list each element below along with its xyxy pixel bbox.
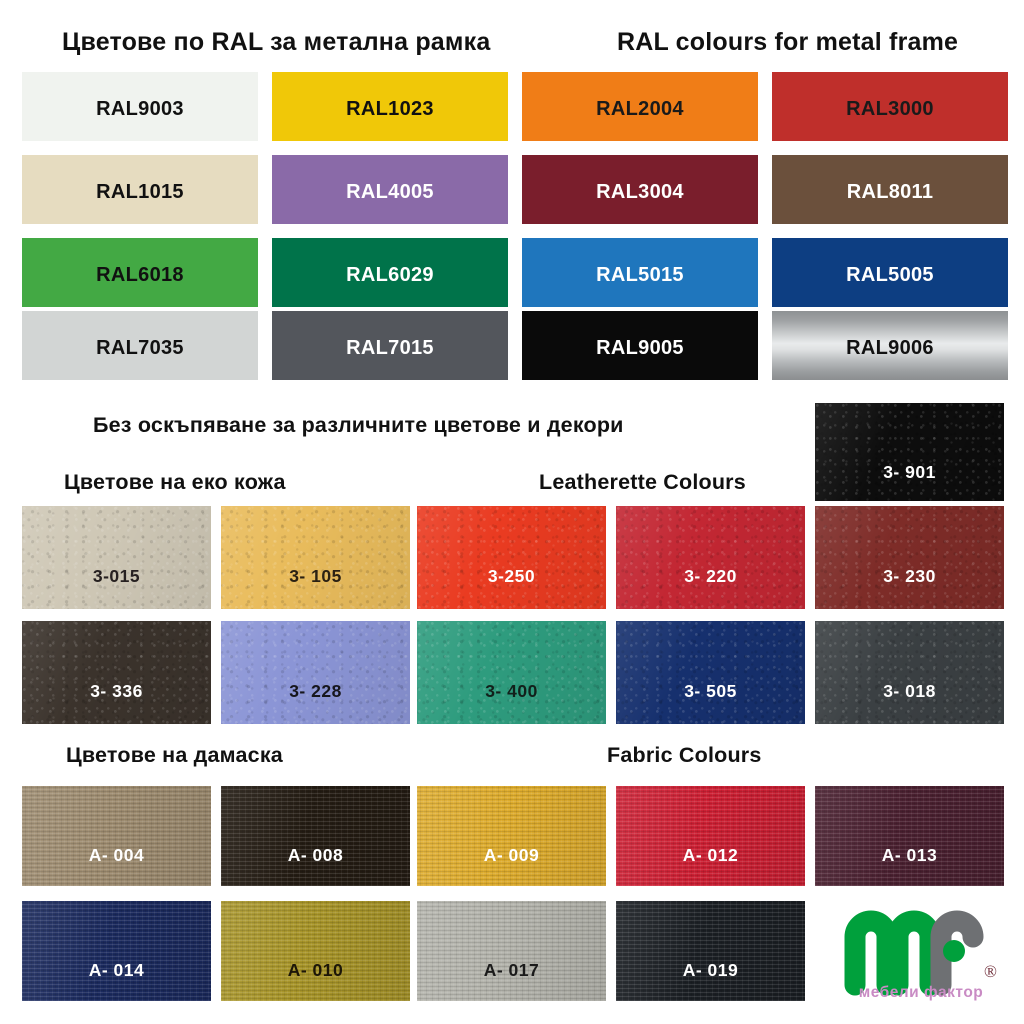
fabric-swatch[interactable]: A- 008 <box>221 786 410 886</box>
swatch-label: A- 019 <box>682 959 739 980</box>
ral-swatch[interactable]: RAL7015 <box>272 311 508 380</box>
swatch-label: A- 017 <box>483 959 540 980</box>
swatch-label: A- 004 <box>88 844 145 865</box>
fabric-swatch[interactable]: A- 004 <box>22 786 211 886</box>
swatch-label: 3- 400 <box>485 680 538 701</box>
swatch-label: 3- 230 <box>883 565 936 586</box>
leatherette-swatch[interactable]: 3- 018 <box>815 621 1004 724</box>
swatch-label: 3-250 <box>487 565 536 586</box>
swatch-label: A- 013 <box>881 844 938 865</box>
fabric-swatch[interactable]: A- 010 <box>221 901 410 1001</box>
swatch-label: RAL2004 <box>596 98 684 120</box>
company-logo[interactable]: ® мебели фактор <box>843 897 1003 1002</box>
ral-swatch[interactable]: RAL6018 <box>22 238 258 307</box>
swatch-label: RAL8011 <box>846 181 934 203</box>
swatch-label: A- 009 <box>483 844 540 865</box>
leatherette-swatch[interactable]: 3- 230 <box>815 506 1004 609</box>
swatch-label: 3- 336 <box>90 680 143 701</box>
ral-heading-en: RAL colours for metal frame <box>617 28 959 56</box>
leatherette-swatch[interactable]: 3- 228 <box>221 621 410 724</box>
swatch-label: A- 010 <box>287 959 344 980</box>
registered-mark: ® <box>984 962 997 981</box>
fabric-heading-bg: Цветове на дамаска <box>66 743 283 767</box>
swatch-label: 3- 220 <box>684 565 737 586</box>
leatherette-swatch[interactable]: 3-015 <box>22 506 211 609</box>
swatch-label: RAL3004 <box>596 181 684 203</box>
swatch-label: RAL5005 <box>846 264 934 286</box>
swatch-label: 3-015 <box>92 565 141 586</box>
ral-swatch[interactable]: RAL3000 <box>772 72 1008 141</box>
leatherette-heading-bg: Цветове на еко кожа <box>64 470 286 494</box>
fabric-heading-en: Fabric Colours <box>607 743 762 767</box>
swatch-label: RAL7015 <box>346 337 434 359</box>
logo-dot <box>943 940 965 962</box>
swatch-label: A- 012 <box>682 844 739 865</box>
swatch-label: RAL9006 <box>846 337 934 359</box>
leatherette-swatch[interactable]: 3- 901 <box>815 403 1004 501</box>
ral-swatch[interactable]: RAL8011 <box>772 155 1008 224</box>
swatch-label: RAL6018 <box>96 264 184 286</box>
swatch-label: 3- 505 <box>684 680 737 701</box>
swatch-label: 3- 105 <box>289 565 342 586</box>
swatch-label: 3- 018 <box>883 680 936 701</box>
leatherette-swatch[interactable]: 3- 505 <box>616 621 805 724</box>
swatch-label: RAL5015 <box>596 264 684 286</box>
fabric-swatch[interactable]: A- 013 <box>815 786 1004 886</box>
swatch-label: RAL9005 <box>596 337 684 359</box>
ral-swatch[interactable]: RAL9003 <box>22 72 258 141</box>
leatherette-swatch[interactable]: 3-250 <box>417 506 606 609</box>
swatch-label: RAL3000 <box>846 98 934 120</box>
ral-swatch[interactable]: RAL1015 <box>22 155 258 224</box>
ral-swatch[interactable]: RAL9006 <box>772 311 1008 380</box>
fabric-swatch[interactable]: A- 014 <box>22 901 211 1001</box>
ral-swatch[interactable]: RAL4005 <box>272 155 508 224</box>
swatch-label: 3- 901 <box>883 461 936 482</box>
leatherette-heading-en: Leatherette Colours <box>539 470 746 494</box>
ral-swatch[interactable]: RAL5005 <box>772 238 1008 307</box>
leatherette-swatch[interactable]: 3- 336 <box>22 621 211 724</box>
leatherette-swatch[interactable]: 3- 220 <box>616 506 805 609</box>
swatch-label: RAL1023 <box>346 98 434 120</box>
ral-heading-bg: Цветове по RAL за метална рамка <box>62 28 491 56</box>
logo-wordmark: мебели фактор <box>859 984 984 1001</box>
logo-mark-m <box>844 910 941 996</box>
no-surcharge-note: Без оскъпяване за различните цветове и д… <box>93 413 624 437</box>
swatch-label: 3- 228 <box>289 680 342 701</box>
ral-swatch[interactable]: RAL3004 <box>522 155 758 224</box>
swatch-label: A- 008 <box>287 844 344 865</box>
mf-logo-icon: ® мебели фактор <box>844 910 997 1001</box>
ral-swatch[interactable]: RAL1023 <box>272 72 508 141</box>
swatch-label: RAL9003 <box>96 98 184 120</box>
fabric-swatch[interactable]: A- 012 <box>616 786 805 886</box>
fabric-swatch[interactable]: A- 017 <box>417 901 606 1001</box>
ral-swatch[interactable]: RAL7035 <box>22 311 258 380</box>
fabric-swatch[interactable]: A- 019 <box>616 901 805 1001</box>
ral-swatch[interactable]: RAL9005 <box>522 311 758 380</box>
swatch-label: RAL1015 <box>96 181 184 203</box>
swatch-label: RAL7035 <box>96 337 184 359</box>
leatherette-swatch[interactable]: 3- 400 <box>417 621 606 724</box>
ral-swatch[interactable]: RAL5015 <box>522 238 758 307</box>
swatch-label: RAL4005 <box>346 181 434 203</box>
logo-mark-f <box>930 910 984 996</box>
ral-swatch[interactable]: RAL2004 <box>522 72 758 141</box>
swatch-label: RAL6029 <box>346 264 434 286</box>
leatherette-swatch[interactable]: 3- 105 <box>221 506 410 609</box>
ral-swatch[interactable]: RAL6029 <box>272 238 508 307</box>
swatch-label: A- 014 <box>88 959 145 980</box>
fabric-swatch[interactable]: A- 009 <box>417 786 606 886</box>
